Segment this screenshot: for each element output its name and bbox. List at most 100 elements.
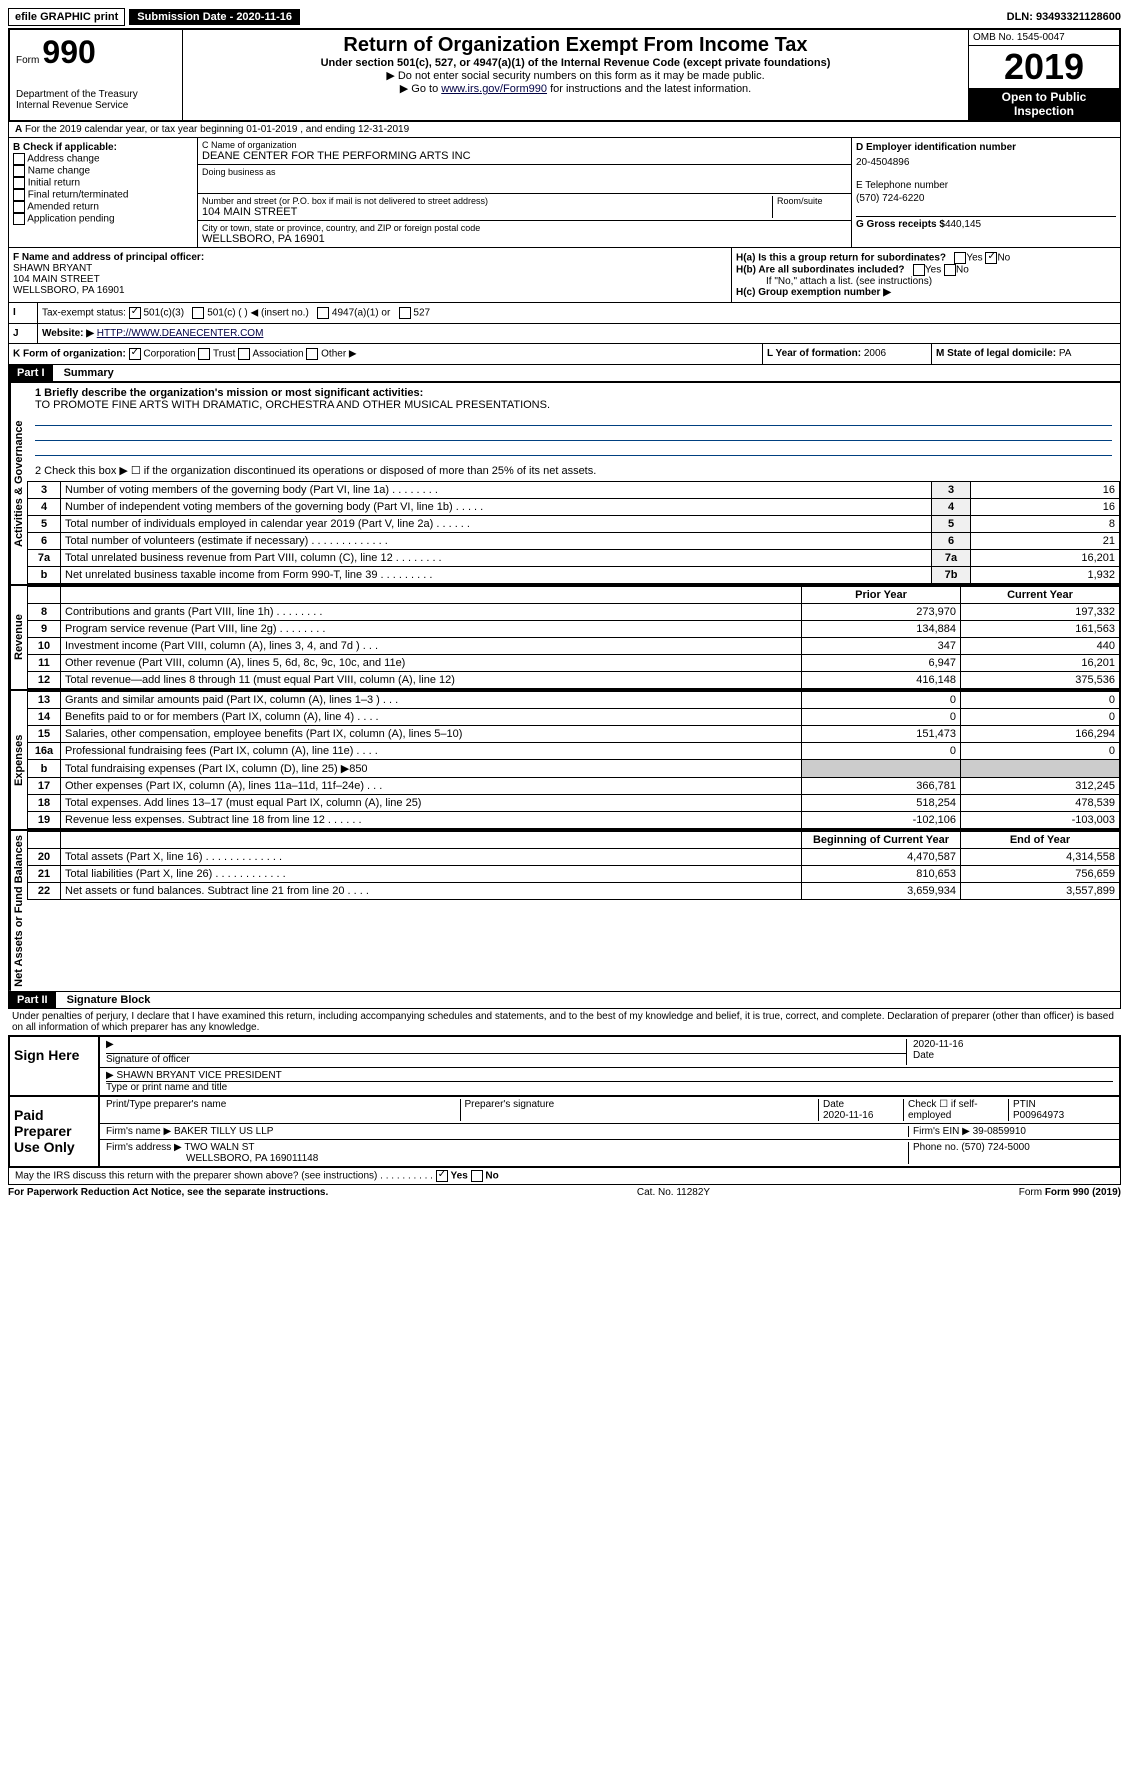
- prep-date: 2020-11-16: [823, 1110, 873, 1121]
- expense-section: Expenses 13Grants and similar amounts pa…: [8, 690, 1121, 830]
- section-bcd-row: B Check if applicable: Address change Na…: [8, 138, 1121, 248]
- section-fh-row: F Name and address of principal officer:…: [8, 248, 1121, 303]
- table-row: 4Number of independent voting members of…: [28, 499, 1120, 516]
- subtitle-1: Under section 501(c), 527, or 4947(a)(1)…: [189, 57, 962, 69]
- form-number: 990: [42, 34, 95, 70]
- table-row: 15Salaries, other compensation, employee…: [28, 726, 1120, 743]
- checkbox-discuss-yes[interactable]: [436, 1170, 448, 1182]
- checkbox-ha-no[interactable]: [985, 252, 997, 264]
- net-assets-section: Net Assets or Fund Balances Beginning of…: [8, 830, 1121, 992]
- checkbox-hb-yes[interactable]: [913, 264, 925, 276]
- instructions-link[interactable]: www.irs.gov/Form990: [441, 83, 547, 95]
- part1-header-row: Part I Summary: [8, 365, 1121, 382]
- checkbox-501c3[interactable]: [129, 307, 141, 319]
- checkbox-final-return[interactable]: [13, 189, 25, 201]
- checkbox-name-change[interactable]: [13, 165, 25, 177]
- table-row: 3Number of voting members of the governi…: [28, 482, 1120, 499]
- year-formation: 2006: [864, 348, 886, 359]
- paid-preparer-block: Paid Preparer Use Only Print/Type prepar…: [8, 1097, 1121, 1168]
- expense-vert-label: Expenses: [9, 691, 27, 829]
- dept-label: Department of the Treasury Internal Reve…: [16, 89, 176, 111]
- footer: For Paperwork Reduction Act Notice, see …: [8, 1185, 1121, 1200]
- website-link[interactable]: HTTP://WWW.DEANECENTER.COM: [97, 328, 264, 339]
- table-row: 13Grants and similar amounts paid (Part …: [28, 692, 1120, 709]
- mission-text: TO PROMOTE FINE ARTS WITH DRAMATIC, ORCH…: [35, 399, 550, 411]
- firm-addr2: WELLSBORO, PA 169011148: [106, 1153, 318, 1164]
- paid-prep-label: Paid Preparer Use Only: [10, 1097, 100, 1166]
- part1-badge: Part I: [9, 365, 53, 381]
- table-row: bNet unrelated business taxable income f…: [28, 567, 1120, 584]
- checkbox-501c[interactable]: [192, 307, 204, 319]
- perjury-statement: Under penalties of perjury, I declare th…: [8, 1009, 1121, 1035]
- table-row: 10Investment income (Part VIII, column (…: [28, 638, 1120, 655]
- table-row: 6Total number of volunteers (estimate if…: [28, 533, 1120, 550]
- checkbox-527[interactable]: [399, 307, 411, 319]
- officer-name: SHAWN BRYANT: [13, 263, 92, 274]
- firm-name: BAKER TILLY US LLP: [174, 1126, 274, 1137]
- state-domicile: PA: [1059, 348, 1072, 359]
- table-row: 19Revenue less expenses. Subtract line 1…: [28, 812, 1120, 829]
- revenue-table: Prior YearCurrent Year8Contributions and…: [27, 586, 1120, 689]
- table-row: 18Total expenses. Add lines 13–17 (must …: [28, 795, 1120, 812]
- firm-addr1: TWO WALN ST: [184, 1142, 254, 1153]
- form-ref: Form Form 990 (2019): [1019, 1187, 1121, 1198]
- part2-badge: Part II: [9, 992, 56, 1008]
- checkbox-hb-no[interactable]: [944, 264, 956, 276]
- table-row: 17Other expenses (Part IX, column (A), l…: [28, 778, 1120, 795]
- expense-table: 13Grants and similar amounts paid (Part …: [27, 691, 1120, 829]
- sign-here-label: Sign Here: [10, 1037, 100, 1095]
- governance-section: Activities & Governance 1 Briefly descri…: [8, 382, 1121, 585]
- governance-table: 3Number of voting members of the governi…: [27, 481, 1120, 584]
- org-name: DEANE CENTER FOR THE PERFORMING ARTS INC: [202, 150, 847, 162]
- table-row: 16aProfessional fundraising fees (Part I…: [28, 743, 1120, 760]
- table-header: Prior YearCurrent Year: [28, 587, 1120, 604]
- checkbox-initial-return[interactable]: [13, 177, 25, 189]
- checkbox-4947[interactable]: [317, 307, 329, 319]
- discuss-row: May the IRS discuss this return with the…: [8, 1168, 1121, 1185]
- section-a-period: A For the 2019 calendar year, or tax yea…: [8, 122, 1121, 138]
- sig-date: 2020-11-16: [913, 1039, 1113, 1050]
- table-row: 22Net assets or fund balances. Subtract …: [28, 883, 1120, 900]
- firm-ein: 39-0859910: [973, 1126, 1026, 1137]
- phone: (570) 724-6220: [856, 193, 1116, 204]
- checkbox-other[interactable]: [306, 348, 318, 360]
- top-bar: efile GRAPHIC print Submission Date - 20…: [8, 8, 1121, 26]
- form-title: Return of Organization Exempt From Incom…: [189, 34, 962, 57]
- form-header: Form 990 Department of the Treasury Inte…: [8, 28, 1121, 122]
- table-row: 11Other revenue (Part VIII, column (A), …: [28, 655, 1120, 672]
- table-row: 20Total assets (Part X, line 16) . . . .…: [28, 849, 1120, 866]
- table-row: bTotal fundraising expenses (Part IX, co…: [28, 760, 1120, 778]
- checkbox-amended[interactable]: [13, 201, 25, 213]
- open-public-label: Open to Public Inspection: [969, 88, 1119, 120]
- ptin: P00964973: [1013, 1110, 1064, 1121]
- checkbox-ha-yes[interactable]: [954, 252, 966, 264]
- table-row: 5Total number of individuals employed in…: [28, 516, 1120, 533]
- org-city: WELLSBORO, PA 16901: [202, 233, 847, 245]
- efile-label[interactable]: efile GRAPHIC print: [8, 8, 125, 26]
- section-c: C Name of organization DEANE CENTER FOR …: [198, 138, 851, 247]
- subtitle-2: ▶ Do not enter social security numbers o…: [189, 69, 962, 82]
- section-b: B Check if applicable: Address change Na…: [9, 138, 198, 247]
- form-prefix: Form: [16, 55, 39, 66]
- tax-year: 2019: [969, 46, 1119, 88]
- table-header: Beginning of Current YearEnd of Year: [28, 832, 1120, 849]
- revenue-vert-label: Revenue: [9, 586, 27, 689]
- checkbox-corp[interactable]: [129, 348, 141, 360]
- checkbox-discuss-no[interactable]: [471, 1170, 483, 1182]
- gross-receipts: 440,145: [945, 219, 981, 230]
- net-assets-table: Beginning of Current YearEnd of Year20To…: [27, 831, 1120, 900]
- ein: 20-4504896: [856, 157, 1116, 168]
- checkbox-trust[interactable]: [198, 348, 210, 360]
- firm-phone: (570) 724-5000: [961, 1142, 1029, 1153]
- subtitle-3: ▶ Go to www.irs.gov/Form990 for instruct…: [189, 82, 962, 95]
- section-i-row: I Tax-exempt status: 501(c)(3) 501(c) ( …: [8, 303, 1121, 324]
- revenue-section: Revenue Prior YearCurrent Year8Contribut…: [8, 585, 1121, 690]
- table-row: 7aTotal unrelated business revenue from …: [28, 550, 1120, 567]
- checkbox-address-change[interactable]: [13, 153, 25, 165]
- governance-vert-label: Activities & Governance: [9, 383, 27, 584]
- section-d: D Employer identification number 20-4504…: [851, 138, 1120, 247]
- table-row: 14Benefits paid to or for members (Part …: [28, 709, 1120, 726]
- cat-number: Cat. No. 11282Y: [637, 1187, 710, 1198]
- checkbox-application-pending[interactable]: [13, 213, 25, 225]
- checkbox-assoc[interactable]: [238, 348, 250, 360]
